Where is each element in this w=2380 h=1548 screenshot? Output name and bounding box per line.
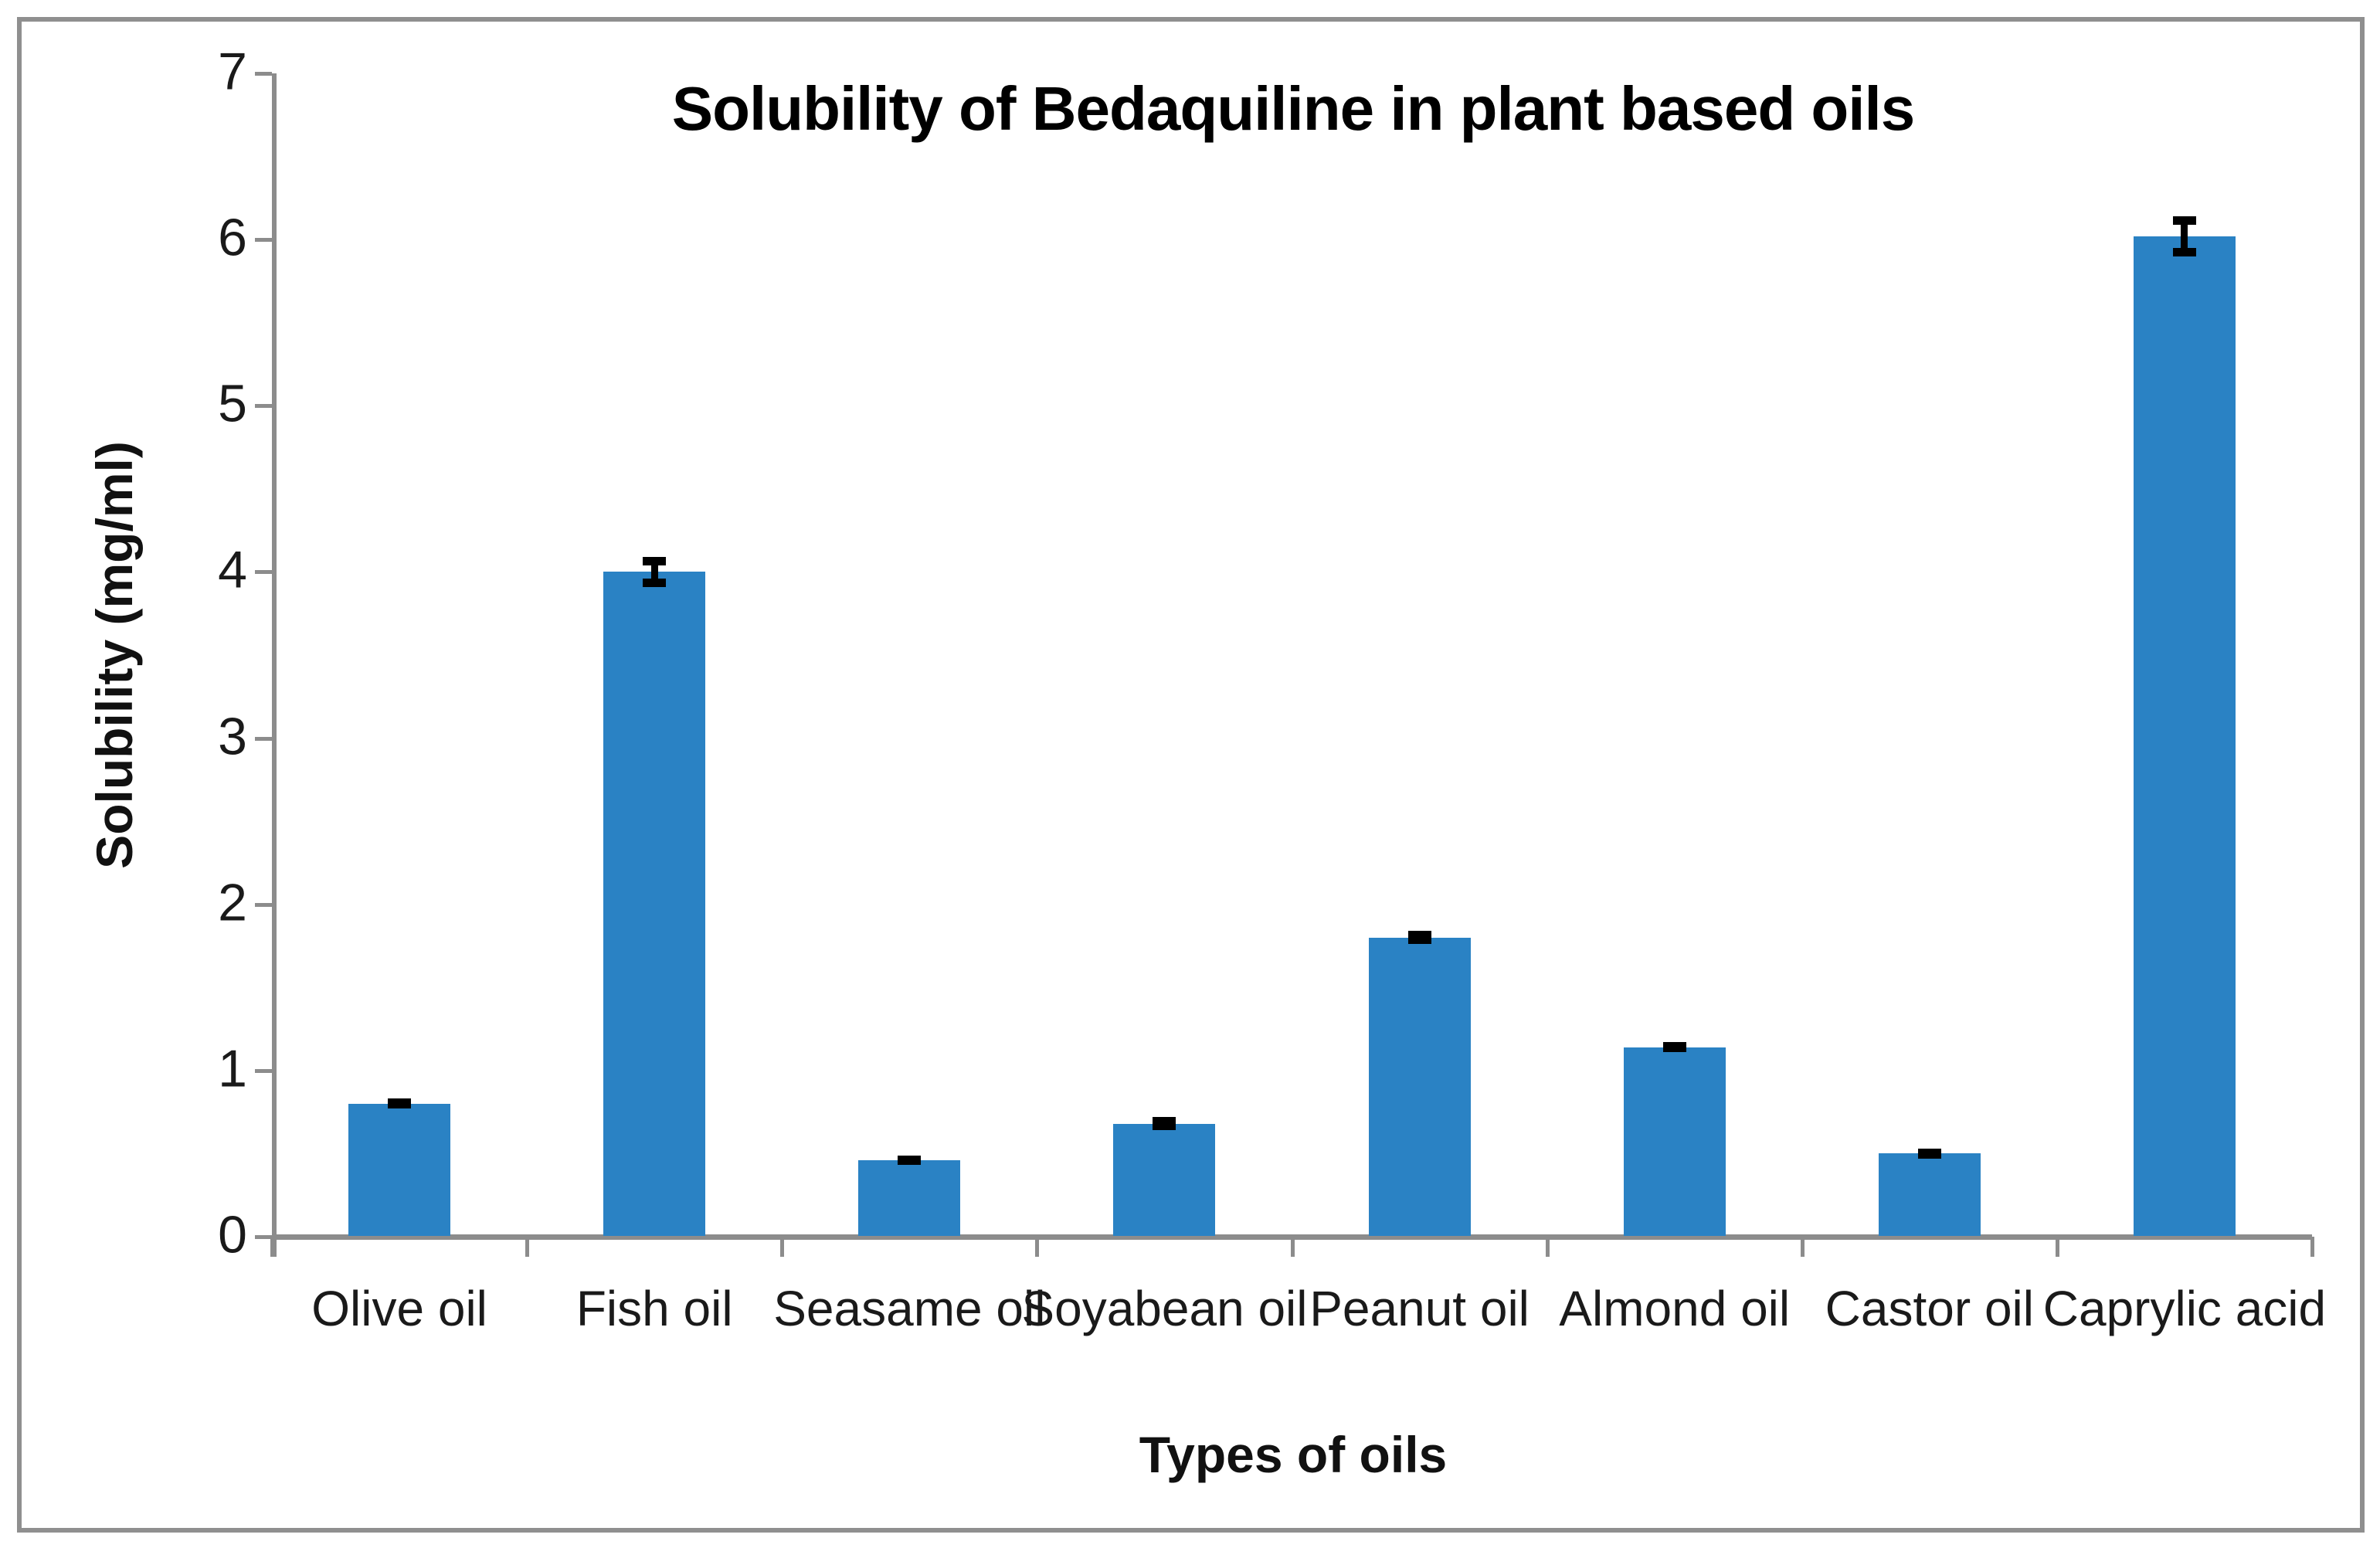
- x-category-label: Peanut oil: [1309, 1281, 1530, 1336]
- error-bar-segment: [1671, 1042, 1679, 1053]
- y-tick: [255, 404, 272, 409]
- error-bar: [1917, 1148, 1941, 1159]
- bar-olive-oil: [348, 1103, 451, 1236]
- x-category-label: Almond oil: [1559, 1281, 1791, 1336]
- x-tick: [2055, 1237, 2059, 1257]
- y-tick-label: 5: [218, 374, 247, 433]
- error-bar-segment: [2181, 216, 2188, 256]
- y-tick-label: 0: [218, 1205, 247, 1265]
- chart-outer-border: [17, 17, 2365, 1533]
- x-tick: [2310, 1237, 2314, 1257]
- bar-fish-oil: [603, 572, 706, 1236]
- x-category-label: Olive oil: [311, 1281, 487, 1336]
- x-category-label: Castor oil: [1825, 1281, 2034, 1336]
- y-axis-line: [272, 73, 277, 1257]
- y-tick-label: 3: [218, 706, 247, 766]
- y-tick: [255, 902, 272, 907]
- y-tick: [255, 238, 272, 243]
- bar-caprylic-acid: [2133, 236, 2236, 1236]
- y-tick: [255, 1068, 272, 1073]
- y-tick-label: 2: [218, 872, 247, 932]
- error-bar-segment: [1926, 1148, 1934, 1159]
- x-category-label: Caprylic acid: [2042, 1281, 2327, 1336]
- error-bar: [1153, 1117, 1176, 1131]
- bar-soyabean-oil: [1113, 1123, 1216, 1236]
- x-tick: [525, 1237, 530, 1257]
- y-tick-label: 4: [218, 540, 247, 599]
- error-bar-segment: [905, 1155, 913, 1166]
- chart-title: Solubility of Bedaquiline in plant based…: [671, 74, 1915, 143]
- y-axis-title: Solubility (mg/ml): [86, 441, 143, 869]
- error-bar: [388, 1098, 412, 1109]
- y-tick-label: 1: [218, 1039, 247, 1098]
- y-tick-label: 7: [218, 42, 247, 101]
- y-tick-label: 6: [218, 208, 247, 267]
- bar-almond-oil: [1623, 1047, 1726, 1236]
- error-bar: [1662, 1042, 1686, 1053]
- x-tick: [1035, 1237, 1040, 1257]
- y-tick: [255, 1235, 272, 1239]
- error-bar: [1407, 931, 1431, 945]
- y-tick: [255, 72, 272, 76]
- x-category-label: Soyabean oil: [1021, 1281, 1308, 1336]
- x-category-label: Fish oil: [575, 1281, 733, 1336]
- bar-seasame-oil: [858, 1160, 961, 1236]
- x-tick: [1290, 1237, 1295, 1257]
- x-axis-title: Types of oils: [1139, 1426, 1448, 1483]
- x-tick: [1545, 1237, 1550, 1257]
- x-category-label: Seasame oil: [773, 1281, 1046, 1336]
- x-tick: [270, 1237, 274, 1257]
- error-bar: [2172, 216, 2196, 256]
- error-bar: [643, 557, 667, 587]
- error-bar-segment: [396, 1098, 403, 1109]
- bar-peanut-oil: [1368, 937, 1471, 1236]
- y-tick: [255, 736, 272, 741]
- error-bar-segment: [1416, 931, 1424, 945]
- x-tick: [1800, 1237, 1805, 1257]
- error-bar-segment: [1160, 1117, 1168, 1131]
- error-bar: [898, 1155, 922, 1166]
- error-bar-segment: [650, 557, 658, 587]
- bar-castor-oil: [1878, 1153, 1981, 1236]
- y-tick: [255, 570, 272, 575]
- x-tick: [780, 1237, 785, 1257]
